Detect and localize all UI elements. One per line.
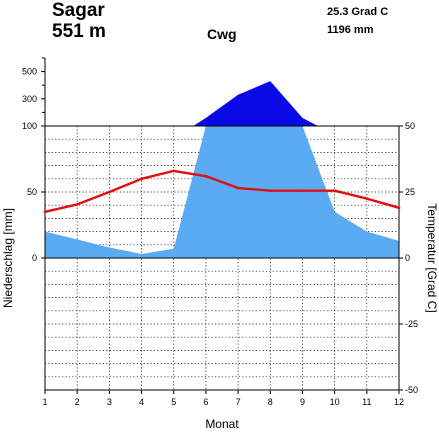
x-tick-label: 9 [300, 397, 305, 407]
temperature-point [397, 206, 401, 210]
temperature-point [75, 203, 79, 206]
right-tick-label: 50 [405, 121, 415, 131]
x-tick-label: 10 [330, 397, 340, 407]
temperature-point [140, 177, 143, 181]
x-tick-label: 7 [236, 397, 241, 407]
temperature-point [333, 189, 336, 192]
left-tick-label-top: 100 [22, 121, 37, 131]
left-tick-label: 0 [32, 253, 37, 263]
x-tick-label: 11 [362, 397, 371, 407]
left-axis-title: Niederschlag [mm] [1, 208, 15, 308]
left-tick-label-top: 300 [22, 94, 37, 104]
right-tick-label: 25 [405, 187, 415, 197]
right-tick-label: 0 [405, 253, 410, 263]
x-tick-label: 12 [394, 397, 404, 407]
station-name: Sagar [52, 0, 105, 21]
precip-area [45, 126, 399, 258]
x-axis-title: Monat [205, 417, 239, 430]
x-tick-label: 8 [268, 397, 273, 407]
station-elevation: 551 m [52, 21, 106, 42]
x-tick-label: 2 [75, 397, 80, 407]
climate-class: Cwg [207, 26, 237, 42]
x-tick-label: 4 [139, 397, 144, 407]
left-tick-label-top: 500 [22, 67, 37, 77]
annual-precipitation: 1196 mm [327, 24, 374, 36]
temperature-point [172, 169, 176, 173]
x-tick-label: 5 [171, 397, 176, 407]
precipitation-areas [45, 81, 399, 258]
temperature-point [204, 174, 208, 178]
right-axis-title: Temperatur [Grad C] [425, 203, 439, 312]
temperature-point [301, 189, 304, 192]
temperature-point [43, 210, 47, 214]
left-tick-label: 50 [27, 187, 37, 197]
precip-excess-area [193, 81, 318, 126]
mean-temperature: 25.3 Grad C [327, 6, 388, 18]
temperature-point [365, 197, 369, 200]
x-tick-label: 6 [203, 397, 208, 407]
temperature-point [268, 189, 272, 192]
x-tick-label: 3 [107, 397, 112, 407]
right-tick-label: -50 [405, 385, 418, 395]
temperature-series [43, 169, 401, 214]
temperature-point [108, 190, 111, 194]
right-tick-label: -25 [405, 319, 418, 329]
temperature-line [44, 169, 400, 213]
temperature-point [236, 186, 240, 190]
x-tick-label: 1 [42, 397, 47, 407]
